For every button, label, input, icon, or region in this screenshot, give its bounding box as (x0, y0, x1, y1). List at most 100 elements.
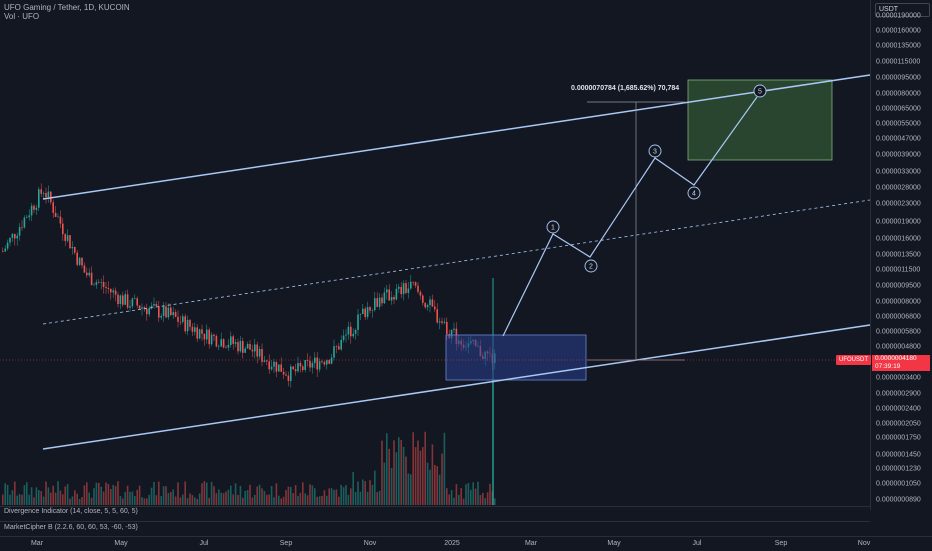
candle-body (330, 357, 333, 364)
candle-body (426, 305, 429, 308)
candle-body (194, 327, 196, 332)
candle-body (369, 307, 371, 311)
volume-bar (90, 497, 93, 505)
candle-body (290, 366, 292, 381)
currency-selector[interactable]: USDT (875, 3, 930, 17)
volume-bar (465, 484, 467, 505)
candle-body (71, 247, 74, 249)
indicator-separator-1 (0, 506, 870, 507)
candle-body (114, 290, 117, 295)
price-tick-label: 0.0000002050 (876, 420, 921, 428)
candle-body (107, 287, 110, 289)
volume-bar (393, 440, 395, 505)
volume-bar (422, 447, 424, 505)
candle-body (450, 329, 453, 339)
volume-bar (350, 488, 352, 505)
candle-body (364, 308, 366, 317)
candle-body (9, 237, 11, 243)
candle-body (362, 308, 364, 315)
volume-bar (105, 482, 107, 505)
volume-bar (314, 488, 316, 505)
volume-bar (40, 491, 42, 505)
spike-volume-bar (492, 380, 494, 505)
volume-bar (263, 490, 266, 505)
volume-bar (292, 493, 294, 505)
candle-body (321, 361, 323, 362)
candle-body (62, 223, 64, 235)
volume-bar (462, 498, 465, 505)
volume-bar (477, 481, 479, 505)
current-price-value: 0.0000004180 (875, 355, 917, 362)
candle-body (230, 336, 232, 345)
candle-body (141, 307, 143, 309)
candle-body (201, 329, 203, 334)
volume-bar (338, 496, 340, 505)
divergence-indicator-label[interactable]: Divergence Indicator (14, close, 5, 5, 6… (4, 508, 138, 515)
candle-body (388, 289, 390, 301)
candle-body (386, 289, 388, 293)
candle-body (323, 361, 326, 365)
volume-bar (30, 487, 33, 505)
volume-bar (347, 494, 350, 505)
time-tick-label: Mar (30, 540, 44, 547)
candle-body (66, 235, 69, 241)
candle-body (78, 257, 81, 265)
candle-body (186, 319, 189, 332)
candle-body (160, 315, 162, 318)
price-tick-label: 0.0000004800 (876, 343, 921, 351)
volume-bar (407, 473, 410, 505)
candle-body (64, 234, 66, 241)
candle-body (208, 329, 210, 345)
volume-bar (268, 494, 270, 505)
candle-body (333, 346, 335, 358)
volume-bar (160, 496, 162, 505)
volume-bar (98, 482, 100, 505)
time-axis[interactable] (0, 536, 932, 551)
candle-body (431, 299, 434, 307)
volume-bar (249, 484, 251, 505)
candle-body (273, 361, 275, 367)
volume-bar (431, 444, 434, 505)
candle-body (402, 283, 405, 295)
volume-bar (220, 492, 222, 505)
candle-body (170, 307, 172, 316)
volume-bar (414, 447, 417, 505)
volume-bar (74, 490, 76, 505)
volume-bar (412, 432, 414, 505)
volume-bar (26, 482, 28, 505)
candle-body (59, 216, 62, 224)
candle-body (371, 310, 374, 311)
symbol-tag: UFOUSDT (836, 355, 871, 365)
volume-bar (383, 462, 386, 505)
candle-body (182, 316, 184, 322)
volume-bar (323, 490, 326, 505)
volume-bar (374, 470, 376, 505)
candle-body (326, 360, 328, 365)
price-tick-label: 0.0000047000 (876, 135, 921, 143)
volume-bar (321, 496, 323, 505)
volume-bar (227, 489, 230, 505)
candle-body (383, 292, 386, 304)
price-axis[interactable] (870, 0, 932, 510)
volume-bar (179, 497, 182, 505)
candle-body (117, 294, 119, 304)
measure-annotation: 0.0000070784 (1,685.62%) 70,784 (571, 85, 680, 92)
candle-body (350, 326, 352, 337)
marketcipher-indicator-label[interactable]: MarketCipher B (2.2.6, 60, 60, 53, -60, … (4, 524, 138, 531)
candle-body (74, 247, 76, 253)
candle-body (146, 308, 148, 315)
candle-body (414, 282, 417, 286)
volume-bar (234, 483, 237, 505)
volume-bar (129, 491, 131, 505)
candle-body (453, 328, 455, 330)
candle-body (174, 312, 177, 317)
volume-bar (388, 448, 390, 505)
candle-body (285, 374, 287, 376)
candle-body (134, 298, 136, 299)
volume-bar (191, 495, 194, 505)
time-tick-label: Jul (692, 540, 702, 547)
volume-bar (143, 498, 146, 505)
price-tick-label: 0.0000160000 (876, 27, 921, 35)
candle-body (112, 290, 114, 293)
